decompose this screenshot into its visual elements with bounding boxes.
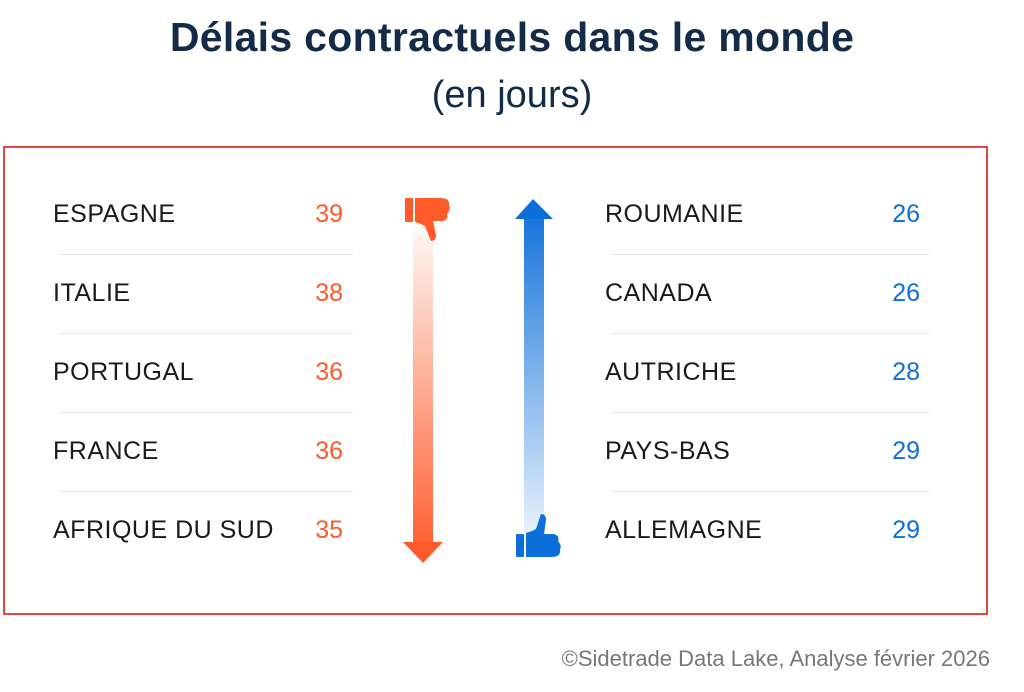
- divider: [611, 333, 930, 334]
- days-value: 36: [315, 437, 343, 465]
- country-name: ALLEMAGNE: [605, 516, 763, 544]
- country-name: CANADA: [605, 279, 713, 307]
- list-item: CANADA 26: [605, 255, 930, 334]
- thumbs-down-icon: [405, 198, 450, 241]
- divider: [59, 333, 353, 334]
- divider: [611, 491, 930, 492]
- divider: [611, 412, 930, 413]
- best-countries-list: ROUMANIE 26 CANADA 26 AUTRICHE 28 PAYS-BAS 2…: [605, 176, 930, 571]
- days-value: 35: [315, 516, 343, 544]
- days-value: 26: [892, 200, 920, 228]
- page-title: Délais contractuels dans le monde: [169, 14, 855, 60]
- days-value: 28: [892, 358, 920, 386]
- list-item: AFRIQUE DU SUD 35: [53, 492, 353, 571]
- thumbs-up-icon: [516, 514, 561, 557]
- country-name: ROUMANIE: [605, 200, 744, 228]
- country-name: AFRIQUE DU SUD: [53, 516, 274, 544]
- list-item: PAYS-BAS 29: [605, 413, 930, 492]
- country-name: ITALIE: [53, 279, 131, 307]
- list-item: PORTUGAL 36: [53, 334, 353, 413]
- divider: [59, 412, 353, 413]
- list-item: ALLEMAGNE 29: [605, 492, 930, 571]
- country-name: AUTRICHE: [605, 358, 737, 386]
- divider: [59, 491, 353, 492]
- days-value: 29: [892, 437, 920, 465]
- page-subtitle: (en jours): [431, 74, 593, 116]
- country-name: ESPAGNE: [53, 200, 176, 228]
- divider: [59, 254, 353, 255]
- list-item: ITALIE 38: [53, 255, 353, 334]
- country-name: FRANCE: [53, 437, 159, 465]
- country-name: PORTUGAL: [53, 358, 195, 386]
- source-credit: ©Sidetrade Data Lake, Analyse février 20…: [561, 646, 990, 671]
- up-arrow: [515, 199, 553, 541]
- days-value: 26: [892, 279, 920, 307]
- days-value: 36: [315, 358, 343, 386]
- worst-countries-list: ESPAGNE 39 ITALIE 38 PORTUGAL 36 FRANCE 36 A…: [53, 176, 353, 571]
- content-frame: [3, 146, 988, 615]
- days-value: 38: [315, 279, 343, 307]
- list-item: FRANCE 36: [53, 413, 353, 492]
- days-value: 29: [892, 516, 920, 544]
- list-item: ROUMANIE 26: [605, 176, 930, 255]
- days-value: 39: [315, 200, 343, 228]
- list-item: ESPAGNE 39: [53, 176, 353, 255]
- divider: [611, 254, 930, 255]
- list-item: AUTRICHE 28: [605, 334, 930, 413]
- country-name: PAYS-BAS: [605, 437, 731, 465]
- down-arrow: [403, 222, 443, 563]
